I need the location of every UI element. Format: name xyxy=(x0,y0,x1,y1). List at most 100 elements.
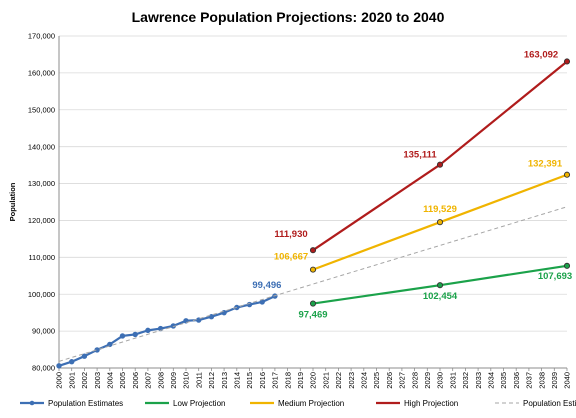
series-layer xyxy=(56,58,571,369)
data-label: 106,667 xyxy=(274,252,308,263)
data-point xyxy=(132,331,138,338)
series-line-population-estimates-trendline xyxy=(58,206,568,362)
x-tick-label: 2003 xyxy=(93,372,102,389)
data-point xyxy=(563,262,571,269)
x-tick-label: 2008 xyxy=(156,372,165,389)
x-tick-label: 2037 xyxy=(525,372,534,389)
x-tick-label: 2015 xyxy=(245,372,254,389)
data-label: 163,092 xyxy=(524,49,558,60)
data-point xyxy=(563,171,571,178)
x-tick-label: 2036 xyxy=(512,372,521,389)
chart-title: Lawrence Population Projections: 2020 to… xyxy=(132,9,445,25)
x-tick-label: 2040 xyxy=(563,372,572,389)
x-tick-label: 2024 xyxy=(360,372,369,389)
x-tick-label: 2021 xyxy=(321,372,330,389)
data-point xyxy=(436,219,444,226)
x-tick-label: 2012 xyxy=(207,372,216,389)
x-tick-label: 2010 xyxy=(182,372,191,389)
y-tick-label: 80,000 xyxy=(32,364,55,373)
legend-label: High Projection xyxy=(404,399,458,408)
x-tick-label: 2005 xyxy=(118,372,127,389)
data-point xyxy=(221,309,227,316)
x-tick-label: 2014 xyxy=(233,372,242,389)
x-tick-label: 2025 xyxy=(372,372,381,389)
legend-item-population-estimates-trendline: Population Estimates Trendline xyxy=(495,399,576,408)
x-tick-label: 2030 xyxy=(436,372,445,389)
x-tick-label: 2019 xyxy=(296,372,305,389)
data-label: 135,111 xyxy=(403,150,437,161)
x-tick-label: 2013 xyxy=(220,372,229,389)
legend-item-low-projection: Low Projection xyxy=(145,399,225,408)
y-tick-label: 90,000 xyxy=(32,327,55,336)
x-tick-label: 2000 xyxy=(55,372,64,389)
data-point xyxy=(68,359,75,365)
x-tick-label: 2035 xyxy=(499,372,508,389)
data-point xyxy=(56,363,62,369)
series-low-projection xyxy=(309,262,571,307)
data-label: 107,693 xyxy=(538,271,572,282)
y-tick-label: 140,000 xyxy=(28,142,55,151)
x-tick-label: 2009 xyxy=(169,372,178,389)
x-axis-ticks: 2000 2001 2002 2003 2004 2005 2006 2007 2008 2009… xyxy=(55,372,572,389)
legend-label: Population Estimates xyxy=(48,399,123,408)
x-tick-label: 2020 xyxy=(309,372,318,389)
y-axis-ticks: 80,000 90,000 100,000 110,000 120,000 130,000… xyxy=(28,32,55,373)
x-tick-label: 2031 xyxy=(448,372,457,389)
x-tick-label: 2002 xyxy=(80,372,89,389)
x-tick-label: 2029 xyxy=(423,372,432,389)
data-point xyxy=(94,347,100,353)
y-axis-title: Population xyxy=(8,182,17,221)
data-point xyxy=(563,58,571,65)
x-tick-label: 2022 xyxy=(334,372,343,389)
x-tick-label: 2016 xyxy=(258,372,267,389)
y-tick-label: 110,000 xyxy=(28,253,55,262)
legend-item-medium-projection: Medium Projection xyxy=(250,399,344,408)
data-point xyxy=(309,300,317,307)
y-tick-label: 160,000 xyxy=(28,68,55,77)
x-tick-label: 2006 xyxy=(131,372,140,389)
y-tick-label: 100,000 xyxy=(28,290,55,299)
legend-item-population-estimates: Population Estimates xyxy=(20,399,123,408)
x-tick-label: 2038 xyxy=(537,372,546,389)
legend-item-high-projection: High Projection xyxy=(376,399,458,408)
x-tick-label: 2028 xyxy=(410,372,419,389)
data-label: 132,391 xyxy=(528,159,563,170)
data-point xyxy=(436,282,444,289)
x-tick-label: 2018 xyxy=(283,372,292,389)
series-medium-projection xyxy=(309,171,571,273)
legend: Population Estimates Low Projection Medium… xyxy=(20,399,576,408)
y-tick-label: 130,000 xyxy=(28,179,55,188)
data-point xyxy=(145,327,151,334)
legend-label: Medium Projection xyxy=(278,399,344,408)
x-tick-label: 2001 xyxy=(67,372,76,389)
x-tick-label: 2004 xyxy=(106,372,115,389)
x-tick-label: 2027 xyxy=(398,372,407,389)
x-tick-label: 2033 xyxy=(474,372,483,389)
legend-marker xyxy=(29,400,35,406)
data-point xyxy=(81,353,88,359)
data-label: 99,496 xyxy=(252,280,281,291)
series-high-projection xyxy=(309,58,571,254)
y-tick-label: 170,000 xyxy=(28,32,55,41)
data-point xyxy=(309,266,317,273)
legend-label: Low Projection xyxy=(173,399,225,408)
x-tick-label: 2039 xyxy=(550,372,559,389)
data-labels-layer: 99,496 97,469 102,454 107,693 106,667 119,529… xyxy=(252,49,572,320)
series-population-estimates xyxy=(56,293,278,369)
x-tick-label: 2034 xyxy=(487,372,496,389)
data-point xyxy=(208,314,215,320)
series-population-estimates-trendline xyxy=(58,206,568,362)
x-tick-label: 2017 xyxy=(271,372,280,389)
x-tick-label: 2007 xyxy=(144,372,153,389)
data-point xyxy=(119,333,126,339)
data-label: 119,529 xyxy=(423,204,457,215)
x-tick-label: 2011 xyxy=(194,372,203,388)
y-tick-label: 120,000 xyxy=(28,216,55,225)
x-tick-label: 2032 xyxy=(461,372,470,389)
data-label: 97,469 xyxy=(298,310,327,321)
x-tick-label: 2023 xyxy=(347,372,356,389)
data-label: 111,930 xyxy=(274,229,307,240)
data-point xyxy=(107,341,113,348)
